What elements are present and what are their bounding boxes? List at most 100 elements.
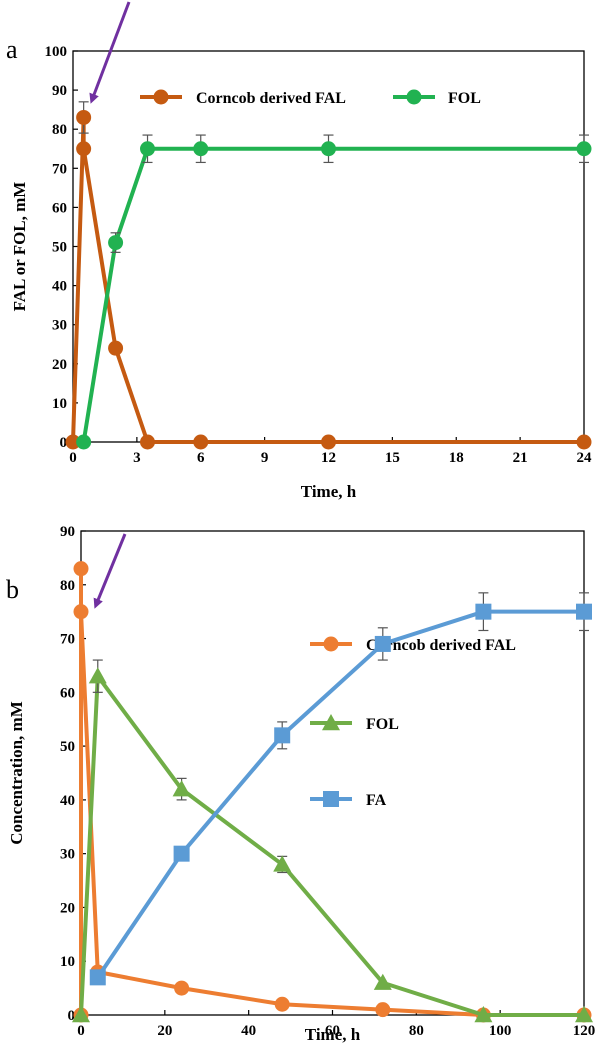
y-tick-label: 50 (52, 240, 67, 256)
y-tick-label: 60 (52, 200, 67, 216)
data-point (576, 141, 592, 157)
legend-label: Corncob derived FAL (196, 90, 346, 107)
data-point (88, 667, 107, 684)
x-tick-label: 3 (133, 450, 141, 466)
series-1 (76, 134, 592, 450)
y-axis-title: FAL or FOL, mM (10, 182, 29, 312)
data-point (274, 996, 290, 1012)
y-tick-label: 70 (52, 161, 67, 177)
plot-area-frame (72, 50, 585, 443)
y-tick-label: 70 (60, 632, 75, 648)
data-point (193, 434, 209, 450)
legend-item-0: Corncob derived FAL (140, 89, 346, 107)
data-point (173, 845, 190, 862)
y-tick-label: 40 (60, 793, 75, 809)
x-tick-label: 20 (157, 1023, 172, 1039)
data-point (321, 434, 336, 450)
series-1 (72, 659, 593, 1023)
y-tick-label: 30 (60, 847, 75, 863)
x-tick-label: 18 (449, 450, 464, 466)
chart-panel-b: b 0 10 20 30 40 50 60 70 80 90 0 20 40 60 80 100 120 Time,… (6, 524, 595, 1044)
data-point (575, 1006, 593, 1023)
data-point (475, 603, 492, 620)
annotation-arrow (93, 533, 127, 609)
series-0 (65, 101, 592, 450)
x-tick-label: 0 (77, 1023, 85, 1039)
series-line (96, 609, 584, 979)
y-tick-label: 20 (60, 900, 75, 916)
y-tick-label: 80 (52, 122, 67, 138)
y-tick-label: 10 (60, 954, 75, 970)
legend-label: FOL (366, 716, 399, 733)
data-point (321, 141, 336, 157)
x-tick-label: 6 (197, 450, 205, 466)
data-point (576, 434, 592, 450)
data-point (172, 780, 191, 797)
panel-letter: a (6, 35, 18, 64)
series-2 (89, 592, 592, 986)
chart-panel-a: a 0 10 20 30 40 50 60 70 80 90 100 0 3 6 9 12 15 18 21 24 Tim… (6, 1, 593, 501)
y-tick-label: 0 (68, 1008, 76, 1024)
x-tick-label: 24 (577, 450, 593, 466)
annotation-arrow (89, 1, 131, 104)
data-point (108, 235, 124, 251)
legend-marker (406, 89, 422, 105)
data-point (89, 969, 106, 986)
data-point (140, 141, 156, 157)
y-tick-label: 100 (45, 44, 68, 60)
y-tick-label: 20 (52, 357, 67, 373)
x-tick-label: 60 (325, 1023, 340, 1039)
x-tick-label: 80 (409, 1023, 424, 1039)
y-axis-title: Concentration, mM (7, 701, 26, 845)
y-tick-label: 50 (60, 739, 75, 755)
x-tick-label: 21 (513, 450, 528, 466)
data-point (65, 434, 81, 450)
data-point (474, 1006, 493, 1023)
data-point (140, 434, 156, 450)
legend-item-1: FOL (310, 714, 399, 733)
data-point (374, 635, 391, 652)
x-tick-label: 0 (69, 450, 77, 466)
data-point (76, 141, 92, 157)
data-point (73, 604, 89, 620)
data-point (273, 855, 292, 872)
legend-item-2: FA (310, 791, 387, 809)
legend-marker (323, 791, 339, 807)
x-axis-title: Time, h (305, 1025, 361, 1044)
data-point (72, 1006, 90, 1023)
x-tick-label: 9 (261, 450, 269, 466)
data-point (76, 109, 92, 125)
legend-marker (153, 89, 169, 105)
legend-label: FA (366, 792, 387, 809)
legend-item-1: FOL (393, 89, 481, 107)
y-tick-label: 80 (60, 578, 75, 594)
x-tick-label: 120 (573, 1023, 596, 1039)
x-tick-label: 12 (321, 450, 336, 466)
y-tick-label: 40 (52, 279, 67, 295)
y-tick-label: 0 (60, 435, 68, 451)
x-tick-label: 40 (241, 1023, 256, 1039)
x-axis-title: Time, h (301, 482, 357, 501)
data-point (576, 603, 592, 620)
data-point (274, 727, 291, 744)
series-line (81, 146, 584, 443)
y-tick-label: 90 (60, 524, 75, 540)
plot-area-frame (80, 530, 585, 1016)
y-tick-label: 30 (52, 318, 67, 334)
data-point (174, 980, 190, 996)
series-line (71, 115, 584, 444)
data-point (373, 973, 392, 990)
panel-letter: b (6, 575, 19, 604)
x-tick-label: 100 (489, 1023, 512, 1039)
x-tick-label: 15 (385, 450, 400, 466)
legend-label: FOL (448, 90, 481, 107)
data-point (108, 340, 124, 356)
data-point (193, 141, 209, 157)
legend-label: Corncob derived FAL (366, 637, 516, 654)
legend-marker (322, 714, 340, 731)
data-point (76, 434, 92, 450)
y-tick-label: 10 (52, 396, 67, 412)
legend-marker (323, 636, 339, 652)
y-tick-label: 60 (60, 685, 75, 701)
